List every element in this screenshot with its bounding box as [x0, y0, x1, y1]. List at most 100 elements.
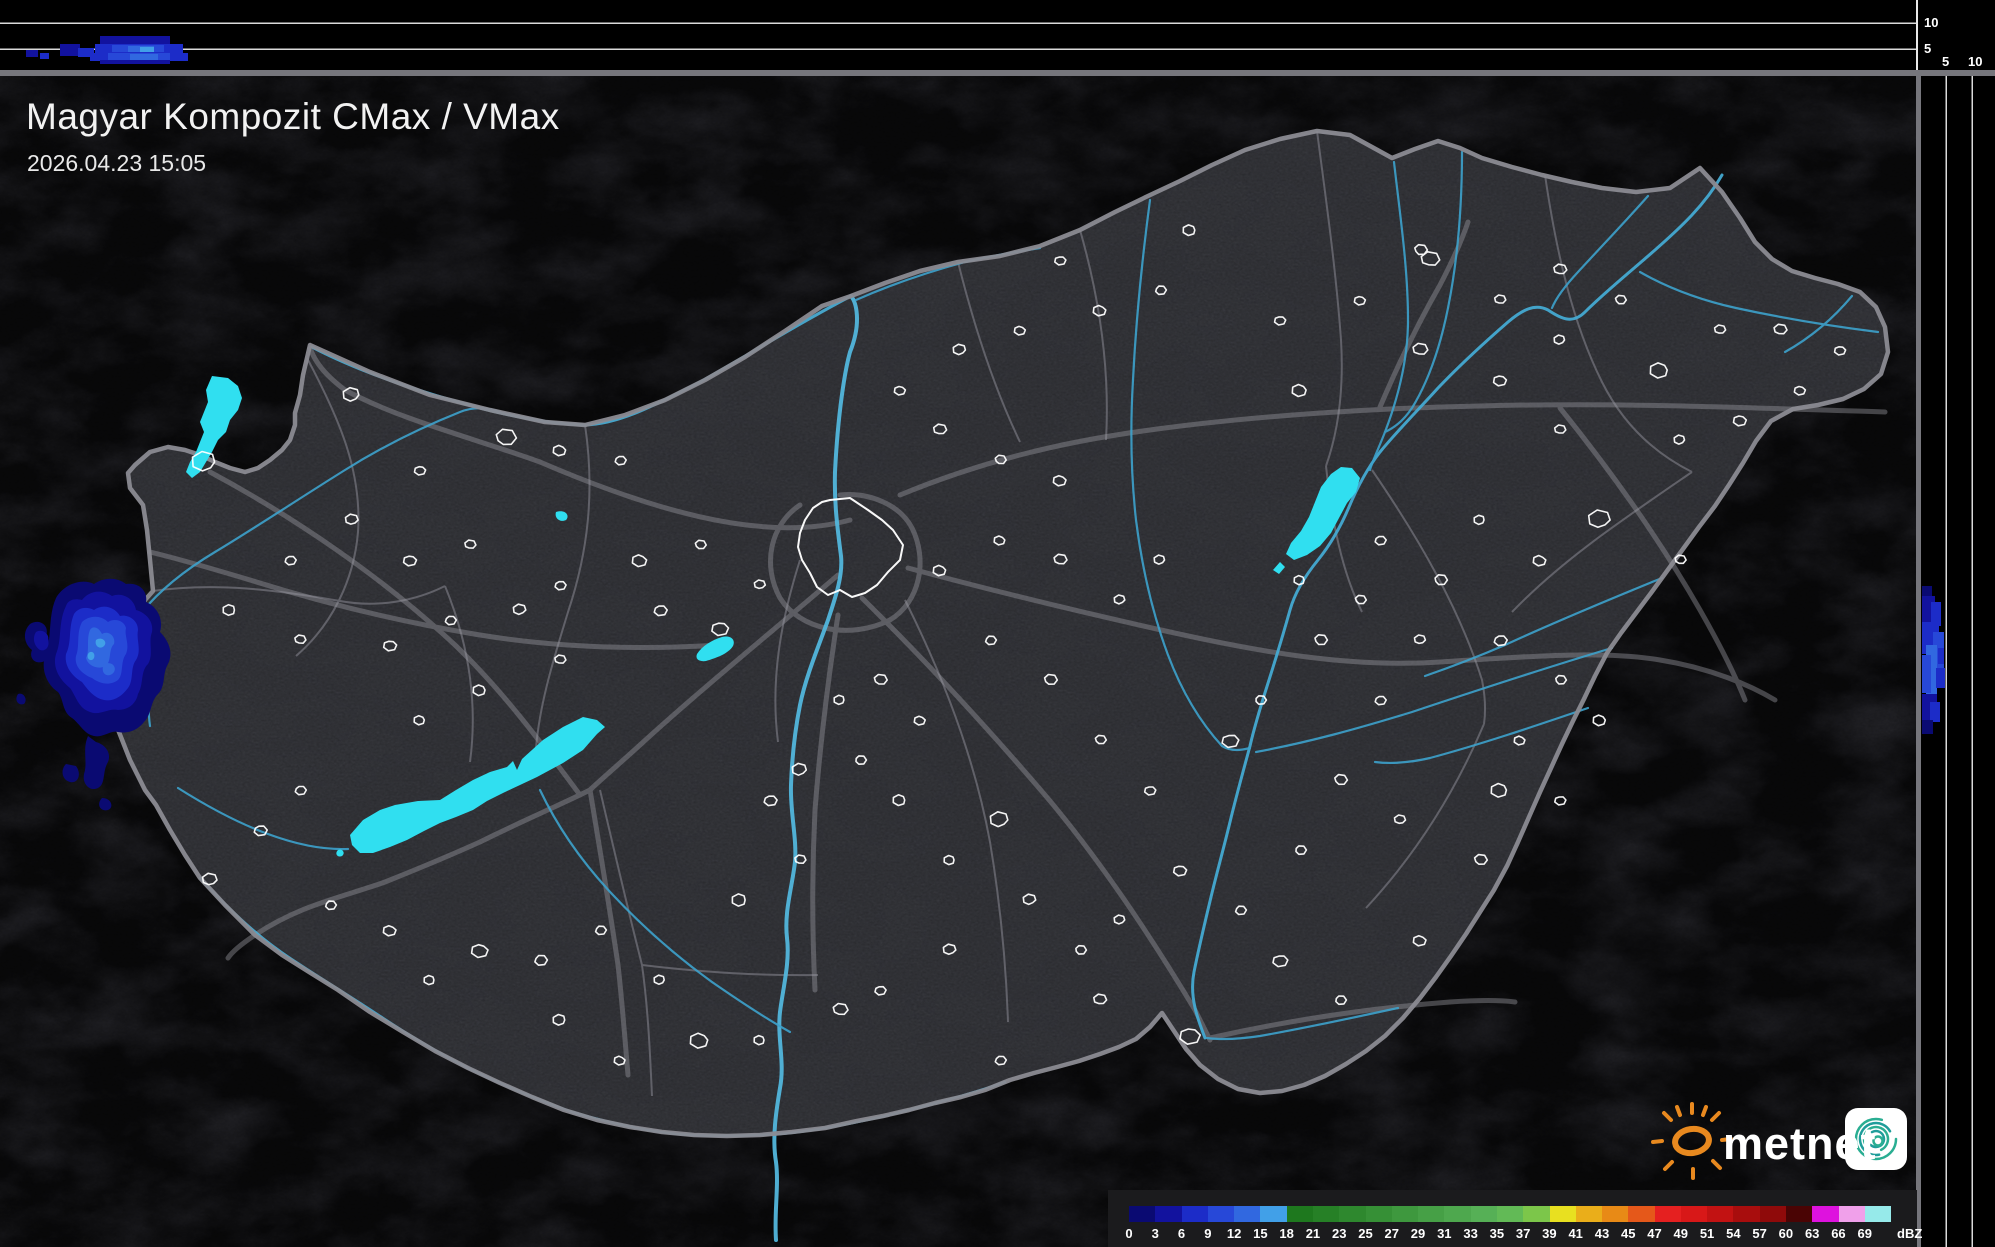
echo-cell — [1930, 702, 1940, 722]
dbz-label-60: 60 — [1778, 1226, 1794, 1241]
city-outline — [1614, 294, 1628, 305]
dbz-segment-24 — [1759, 1206, 1787, 1222]
dbz-segment-5 — [1260, 1206, 1287, 1222]
city-outline — [594, 925, 608, 936]
echo-cell — [100, 36, 170, 44]
city-outline — [1093, 993, 1108, 1005]
river-hernad — [1383, 150, 1464, 434]
dbz-segment-17 — [1575, 1206, 1603, 1222]
city-outline — [892, 794, 906, 807]
city-outline — [791, 762, 808, 776]
city-outline — [1434, 574, 1449, 586]
city-outline — [1674, 554, 1687, 565]
city-outline — [402, 555, 418, 567]
city-outline — [552, 444, 567, 457]
city-outline — [1179, 1028, 1201, 1045]
road-m1 — [307, 345, 853, 531]
dbz-segment-27 — [1838, 1206, 1865, 1222]
dbz-unit-label: dBZ — [1897, 1226, 1923, 1241]
dbz-label-43: 43 — [1594, 1226, 1610, 1241]
map-echo-west — [16, 578, 171, 811]
dbz-label-39: 39 — [1542, 1226, 1557, 1241]
dbz-segment-6 — [1286, 1206, 1313, 1222]
echo-cell — [140, 47, 154, 52]
city-outline — [1555, 674, 1568, 685]
city-outline — [653, 974, 665, 985]
city-outline — [1413, 634, 1427, 645]
echo-cell — [1938, 648, 1944, 664]
city-outline — [1532, 554, 1547, 567]
city-outline — [753, 579, 767, 590]
city-outline — [874, 985, 887, 996]
right-axis-tick-5: 5 — [1942, 54, 1950, 69]
city-outline — [284, 555, 297, 566]
city-outline — [1374, 535, 1387, 546]
dbz-label-45: 45 — [1621, 1226, 1636, 1241]
city-outline — [382, 640, 398, 652]
dbz-segment-25 — [1786, 1206, 1813, 1222]
dbz-label-31: 31 — [1437, 1226, 1452, 1241]
dbz-label-29: 29 — [1410, 1226, 1426, 1241]
city-outline — [1493, 294, 1507, 304]
city-outline — [1172, 865, 1188, 877]
city-outline — [994, 454, 1007, 465]
metnet-logo-text: metnet — [1723, 1118, 1877, 1169]
city-outline — [753, 1034, 765, 1046]
dbz-segment-20 — [1654, 1206, 1681, 1222]
city-outline — [201, 872, 218, 886]
city-outline — [794, 854, 807, 864]
dbz-segment-11 — [1418, 1206, 1445, 1222]
echo-dot-3 — [16, 693, 26, 705]
dbz-segment-9 — [1365, 1206, 1392, 1222]
city-outline — [1773, 323, 1788, 335]
dbz-segment-18 — [1602, 1206, 1629, 1222]
city-outline — [731, 893, 746, 907]
city-outline — [631, 554, 648, 568]
dbz-label-0: 0 — [1125, 1226, 1133, 1241]
dbz-segment-7 — [1312, 1206, 1340, 1222]
city-outline — [1673, 434, 1686, 445]
dbz-segment-19 — [1628, 1206, 1655, 1222]
city-outline — [1412, 934, 1427, 947]
top-axis-tick-10: 10 — [1924, 15, 1939, 30]
city-outline — [1354, 594, 1368, 605]
road-m35 — [1557, 405, 1748, 703]
city-outline — [1554, 796, 1567, 806]
echo-cell — [26, 50, 38, 57]
dbz-segment-26 — [1812, 1206, 1839, 1222]
river-tisza — [1191, 173, 1724, 1040]
city-outline — [711, 622, 730, 637]
city-outline — [1493, 635, 1508, 647]
city-outline — [932, 423, 948, 435]
road-m3 — [897, 402, 1888, 498]
dbz-label-69: 69 — [1857, 1226, 1872, 1241]
city-outline — [1113, 594, 1126, 605]
city-outline — [993, 535, 1006, 546]
city-outline — [324, 900, 338, 911]
city-outline — [1052, 474, 1067, 487]
city-outline — [512, 603, 527, 616]
city-outline — [833, 694, 845, 706]
city-outline — [294, 785, 308, 796]
echo-cell — [1922, 720, 1933, 734]
dbz-segment-4 — [1234, 1206, 1261, 1222]
dbz-segment-10 — [1391, 1206, 1419, 1222]
kis-balaton-bit — [336, 849, 344, 857]
right-profile-strip — [1921, 76, 1995, 1247]
dbz-segment-1 — [1155, 1206, 1182, 1222]
dbz-label-33: 33 — [1463, 1226, 1478, 1241]
city-outline — [1054, 256, 1067, 266]
city-outline — [1473, 514, 1485, 526]
river-sio — [538, 788, 792, 1034]
dbz-segment-23 — [1733, 1206, 1760, 1222]
echo-south-tail — [83, 736, 110, 790]
city-outline — [932, 564, 947, 577]
city-outline — [1182, 224, 1196, 237]
city-outline — [552, 1013, 566, 1026]
dbz-label-54: 54 — [1726, 1226, 1741, 1241]
dbz-label-3: 3 — [1151, 1226, 1159, 1241]
dbz-label-49: 49 — [1673, 1226, 1689, 1241]
dbz-label-35: 35 — [1489, 1226, 1505, 1241]
city-outline — [413, 714, 426, 726]
top-profile-echo — [26, 36, 188, 64]
